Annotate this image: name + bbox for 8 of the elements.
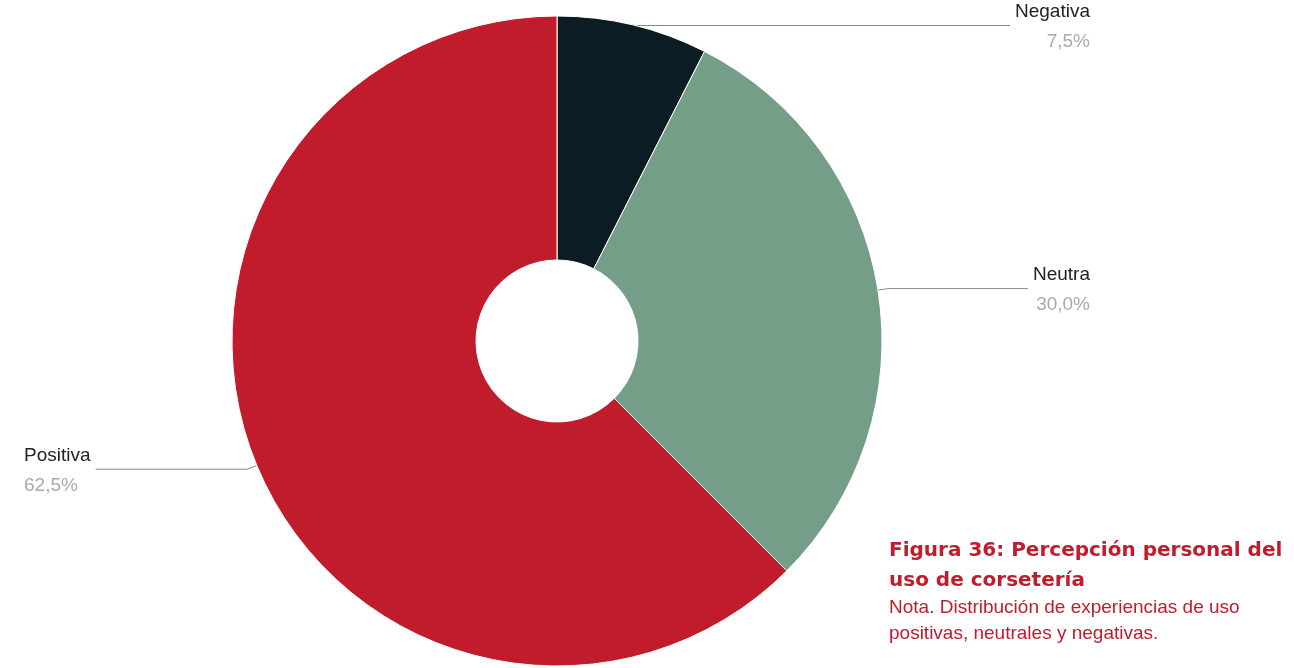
- text: Figura 36: Percepción personal del uso de corsetería: [889, 536, 1284, 593]
- data-label: 30,0%: [1036, 293, 1091, 315]
- data-label: 62,5%: [24, 473, 78, 495]
- data-label: 7,5%: [1046, 30, 1091, 51]
- text: Nota. Distribución de experiencias de uso positivas, neutrales y negativas.: [889, 595, 1241, 645]
- slice-label: Positiva: [24, 443, 91, 465]
- slice-label: Negativa: [1015, 0, 1091, 21]
- slice-label: Neutra: [1032, 263, 1091, 285]
